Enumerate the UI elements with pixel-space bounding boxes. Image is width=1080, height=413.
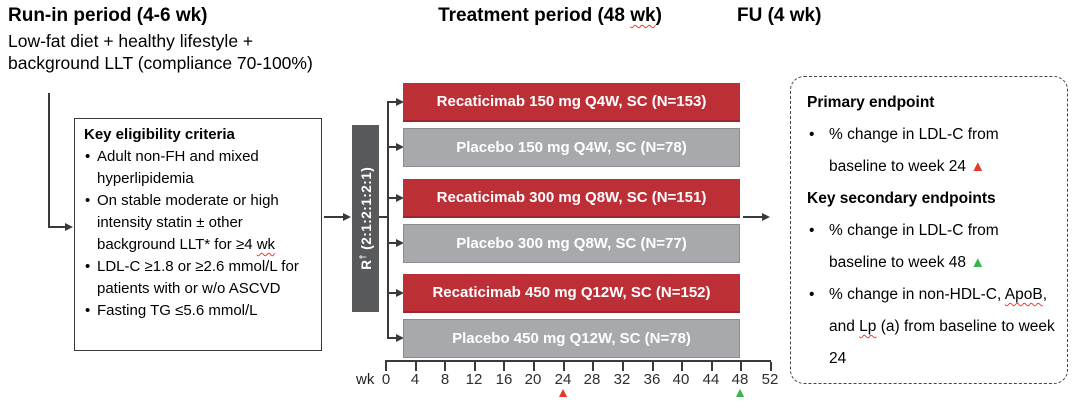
randomization-branch-stem xyxy=(379,216,389,218)
axis-label-48: 48 xyxy=(731,371,749,388)
secondary-endpoint-2-seg2: , and xyxy=(829,286,1047,335)
treatment-period-title-close: ) xyxy=(655,5,662,26)
run-in-description-line1: Low-fat diet + healthy lifestyle + xyxy=(8,31,254,51)
branch-arrowhead-5-icon xyxy=(396,289,404,297)
branch-stub-4 xyxy=(387,242,397,244)
axis-tick-4 xyxy=(415,362,417,371)
randomization-label-dagger: † xyxy=(357,254,368,260)
axis-tick-8 xyxy=(444,362,446,371)
eligibility-item-2: On stable moderate or high intensity sta… xyxy=(84,190,313,256)
primary-endpoint-text: % change in LDL-C from baseline to week … xyxy=(829,126,999,175)
axis-label-8: 8 xyxy=(440,371,450,388)
axis-tick-20 xyxy=(533,362,535,371)
axis-tick-40 xyxy=(681,362,683,371)
eligibility-item-2-wavy-word: wk xyxy=(256,236,276,253)
secondary-endpoint-2-seg3: (a) from baseline to week 24 xyxy=(829,318,1055,367)
axis-tick-32 xyxy=(622,362,624,371)
secondary-endpoint-green-triangle-icon: ▲ xyxy=(970,254,986,271)
branch-stub-3 xyxy=(387,197,397,199)
secondary-endpoint-item-2: % change in non-HDL-C, ApoB, and Lp (a) … xyxy=(807,279,1055,375)
axis-tick-12 xyxy=(474,362,476,371)
axis-label-12: 12 xyxy=(465,371,483,388)
branch-stub-2 xyxy=(387,146,397,148)
axis-tick-24 xyxy=(563,362,565,371)
branch-stub-6 xyxy=(387,337,397,339)
axis-label-32: 32 xyxy=(613,371,631,388)
endpoints-box: Primary endpoint % change in LDL-C from … xyxy=(790,76,1068,384)
axis-label-16: 16 xyxy=(495,371,513,388)
axis-label-36: 36 xyxy=(643,371,661,388)
randomization-label: R† (2:1:2:1:2:1) xyxy=(357,167,374,270)
randomization-bar: R† (2:1:2:1:2:1) xyxy=(352,125,379,312)
axis-label-52: 52 xyxy=(761,371,779,388)
eligibility-to-randomization-line xyxy=(324,216,344,218)
treatment-period-title-wavy-word: wk xyxy=(630,5,656,26)
axis-tick-52 xyxy=(770,362,772,371)
randomization-branch-vertical-line xyxy=(387,101,389,339)
secondary-endpoint-2-wavy-lp: Lp xyxy=(859,318,877,335)
axis-line xyxy=(385,360,771,362)
secondary-endpoint-item-1: % change in LDL-C from baseline to week … xyxy=(807,215,1055,279)
secondary-endpoint-2-wavy-apob: ApoB xyxy=(1004,286,1043,303)
secondary-endpoints-title: Key secondary endpoints xyxy=(807,190,996,207)
axis-tick-48 xyxy=(740,362,742,371)
primary-endpoint-item: % change in LDL-C from baseline to week … xyxy=(807,119,1055,183)
arm-bar-placebo-150: Placebo 150 mg Q4W, SC (N=78) xyxy=(403,128,740,167)
treatment-period-title: Treatment period (48 wk) xyxy=(420,5,680,27)
follow-up-title: FU (4 wk) xyxy=(737,5,822,26)
eligibility-item-1: Adult non-FH and mixed hyperlipidemia xyxy=(84,146,313,190)
runin-arrowhead-icon xyxy=(65,223,73,231)
axis-unit-label: wk xyxy=(356,371,375,388)
primary-endpoint-red-triangle-icon: ▲ xyxy=(970,158,986,175)
axis-tick-36 xyxy=(652,362,654,371)
branch-arrowhead-4-icon xyxy=(396,239,404,247)
axis-label-28: 28 xyxy=(583,371,601,388)
branch-arrowhead-2-icon xyxy=(396,143,404,151)
runin-arrow-vertical-line xyxy=(48,93,50,228)
branch-arrowhead-1-icon xyxy=(396,98,404,106)
treatment-to-endpoints-line xyxy=(743,216,763,218)
axis-label-40: 40 xyxy=(672,371,690,388)
run-in-period-title: Run-in period (4-6 wk) xyxy=(8,5,208,26)
randomization-label-ratio: (2:1:2:1:2:1) xyxy=(358,166,374,255)
branch-stub-1 xyxy=(387,101,397,103)
axis-label-24: 24 xyxy=(554,371,572,388)
runin-arrow-horizontal-line xyxy=(48,226,66,228)
axis-label-0: 0 xyxy=(381,371,391,388)
treatment-period-title-text: Treatment period (48 xyxy=(438,5,631,26)
axis-tick-16 xyxy=(503,362,505,371)
eligibility-item-3: LDL-C ≥1.8 or ≥2.6 mmol/L for patients w… xyxy=(84,256,313,300)
arm-bar-recaticimab-300: Recaticimab 300 mg Q8W, SC (N=151) xyxy=(403,179,740,218)
treatment-to-endpoints-arrowhead-icon xyxy=(762,213,770,221)
axis-tick-0 xyxy=(385,362,387,371)
arm-bar-recaticimab-450: Recaticimab 450 mg Q12W, SC (N=152) xyxy=(403,274,740,313)
branch-arrowhead-3-icon xyxy=(396,194,404,202)
secondary-endpoint-1-text: % change in LDL-C from baseline to week … xyxy=(829,222,999,271)
axis-label-44: 44 xyxy=(702,371,720,388)
primary-endpoint-title: Primary endpoint xyxy=(807,94,935,111)
axis-label-20: 20 xyxy=(524,371,542,388)
axis-tick-28 xyxy=(592,362,594,371)
arm-bar-placebo-300: Placebo 300 mg Q8W, SC (N=77) xyxy=(403,224,740,263)
eligibility-item-4: Fasting TG ≤5.6 mmol/L xyxy=(84,300,313,322)
branch-arrowhead-6-icon xyxy=(396,334,404,342)
eligibility-to-randomization-arrowhead-icon xyxy=(343,213,351,221)
eligibility-criteria-box: Key eligibility criteria Adult non-FH an… xyxy=(74,118,322,351)
run-in-description-line2: background LLT (compliance 70-100%) xyxy=(8,53,313,73)
randomization-label-r: R xyxy=(358,259,374,271)
axis-tick-44 xyxy=(711,362,713,371)
arm-bar-recaticimab-150: Recaticimab 150 mg Q4W, SC (N=153) xyxy=(403,83,740,122)
branch-stub-5 xyxy=(387,292,397,294)
eligibility-title: Key eligibility criteria xyxy=(84,126,235,143)
week48-green-triangle-icon: ▲ xyxy=(733,384,747,400)
axis-label-4: 4 xyxy=(410,371,420,388)
secondary-endpoint-2-seg1: % change in non-HDL-C, xyxy=(829,286,1005,303)
week24-red-triangle-icon: ▲ xyxy=(556,384,570,400)
arm-bar-placebo-450: Placebo 450 mg Q12W, SC (N=78) xyxy=(403,319,740,358)
eligibility-item-2-text: On stable moderate or high intensity sta… xyxy=(97,192,279,253)
